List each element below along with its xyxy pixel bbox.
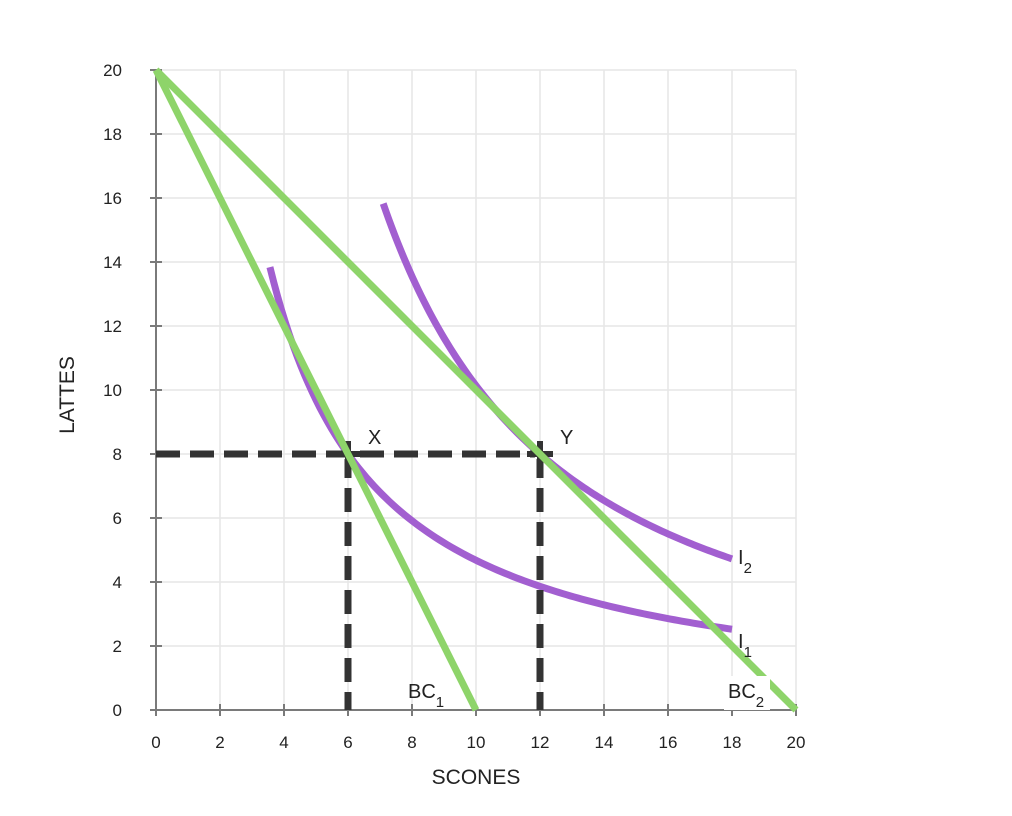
y-tick-label-12: 12: [103, 317, 122, 336]
x-tick-label-16: 16: [659, 733, 678, 752]
x-tick-label-2: 2: [215, 733, 224, 752]
y-tick-label-2: 2: [113, 637, 122, 656]
series-label-I1: I1: [738, 631, 752, 661]
series-label-BC2: BC2: [728, 681, 764, 711]
x-tick-label-12: 12: [531, 733, 550, 752]
y-tick-label-16: 16: [103, 189, 122, 208]
point-label-Y: Y: [560, 427, 573, 449]
series-label-sub-BC2: 2: [756, 694, 764, 711]
y-tick-label-20: 20: [103, 61, 122, 80]
guide-lines: [156, 441, 553, 710]
indifference-curve-I2: [379, 202, 734, 563]
x-tick-label-18: 18: [723, 733, 742, 752]
series-label-main-BC1: BC: [408, 681, 436, 703]
series-label-main-I1: I: [738, 631, 744, 653]
budget-line-BC2: [153, 67, 799, 713]
y-tick-label-4: 4: [113, 573, 122, 592]
series-label-BC1: BC1: [408, 681, 444, 711]
series-label-main-BC2: BC: [728, 681, 756, 703]
x-tick-label-0: 0: [151, 733, 160, 752]
axes: [150, 69, 797, 716]
x-tick-label-6: 6: [343, 733, 352, 752]
y-tick-label-10: 10: [103, 381, 122, 400]
x-tick-label-20: 20: [787, 733, 806, 752]
series-label-sub-BC1: 1: [436, 694, 444, 711]
label-bg-BC2: [724, 676, 770, 710]
x-axis-title: SCONES: [432, 766, 521, 789]
point-label-X: X: [368, 427, 381, 449]
series-label-I2: I2: [738, 547, 752, 577]
y-tick-label-14: 14: [103, 253, 122, 272]
x-tick-label-10: 10: [467, 733, 486, 752]
series-label-sub-I2: 2: [744, 560, 752, 577]
x-tick-label-8: 8: [407, 733, 416, 752]
y-tick-label-0: 0: [113, 701, 122, 720]
series-label-main-I2: I: [738, 547, 744, 569]
series-label-sub-I1: 1: [744, 644, 752, 661]
y-tick-label-18: 18: [103, 125, 122, 144]
budget-line-BC1: [152, 68, 480, 712]
budget-lines: [152, 67, 799, 713]
y-tick-label-6: 6: [113, 509, 122, 528]
x-tick-label-4: 4: [279, 733, 288, 752]
y-tick-label-8: 8: [113, 445, 122, 464]
y-axis-title: LATTES: [56, 356, 79, 434]
x-tick-label-14: 14: [595, 733, 614, 752]
